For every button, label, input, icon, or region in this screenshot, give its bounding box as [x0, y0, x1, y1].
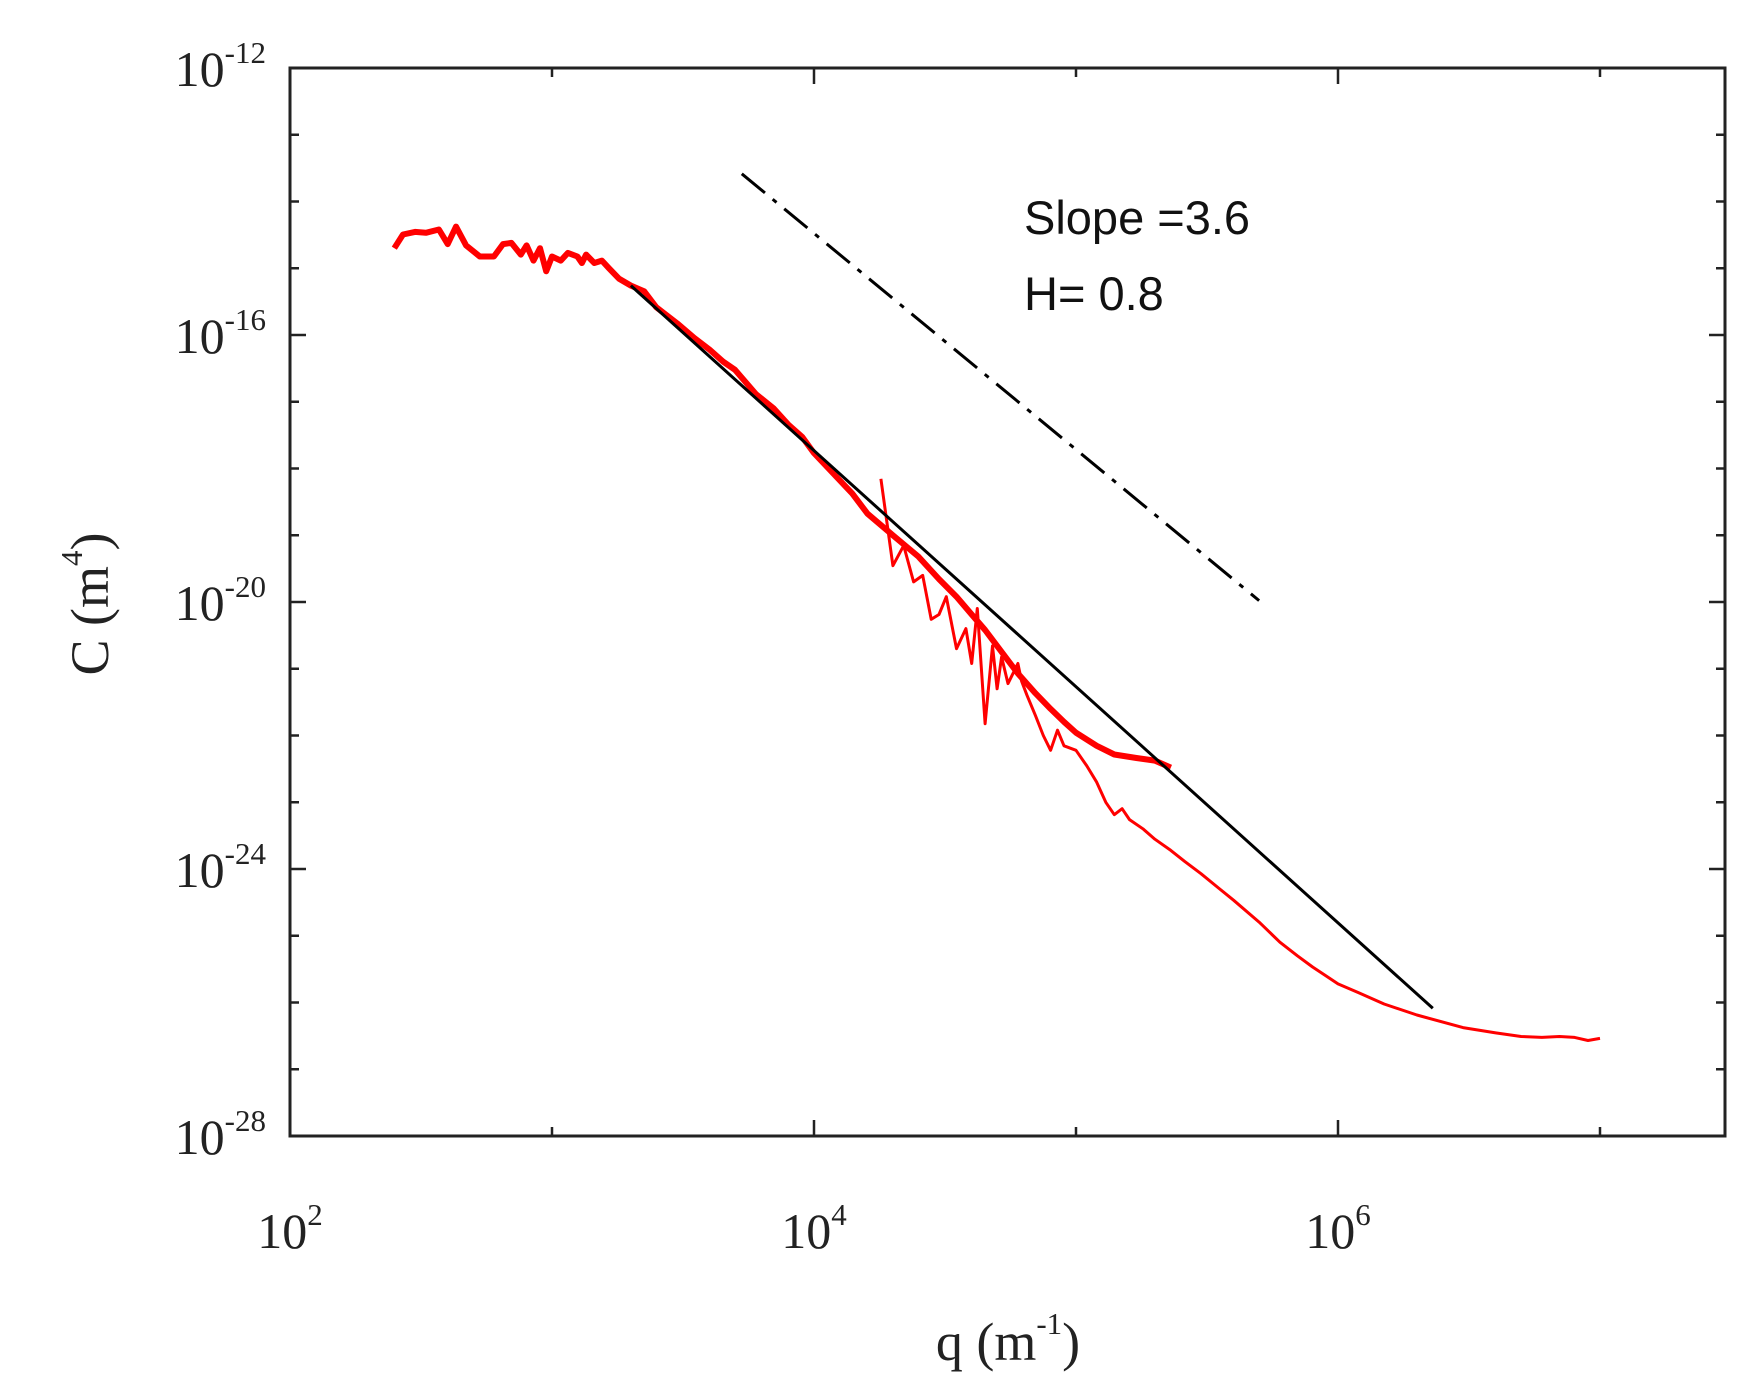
y-axis-label: C (m4)	[54, 533, 120, 676]
x-axis-label-base: q (m	[936, 1312, 1037, 1372]
y-tick-exponent: -12	[225, 35, 266, 70]
series-line-fit	[629, 284, 1434, 1010]
slope-annotation: Slope =3.6	[1024, 191, 1250, 244]
y-tick-exponent: -28	[225, 1103, 266, 1138]
y-tick-exponent: -24	[225, 836, 267, 871]
y-tick-exponent: -20	[225, 569, 266, 604]
y-tick-base: 10	[175, 842, 225, 898]
x-tick-exponent: 2	[307, 1197, 323, 1232]
hurst-annotation: H= 0.8	[1024, 267, 1164, 320]
y-tick-base: 10	[175, 41, 225, 97]
y-tick-labels: 10-12 10-16 10-20 10-24 10-28	[175, 35, 267, 1165]
y-tick-exponent: -16	[225, 302, 266, 337]
y-tick-base: 10	[175, 575, 225, 631]
series-line-thin	[879, 478, 1601, 1042]
y-tick-label: 10-16	[175, 302, 266, 364]
y-tick-label: 10-12	[175, 35, 266, 97]
x-axis-label-tail: )	[1062, 1312, 1080, 1372]
x-tick-base: 10	[781, 1203, 831, 1259]
x-tick-label: 102	[257, 1197, 323, 1259]
x-axis-label-superscript: -1	[1036, 1306, 1062, 1341]
series-line-slope-reference	[740, 172, 1261, 602]
y-tick-label: 10-24	[175, 836, 267, 898]
y-tick-label: 10-20	[175, 569, 266, 631]
y-tick-base: 10	[175, 308, 225, 364]
x-tick-labels: 102 104 106	[257, 1197, 1371, 1259]
y-tick-label: 10-28	[175, 1103, 266, 1165]
y-axis-label-tail: )	[60, 533, 120, 551]
y-axis-label-base: C (m	[60, 566, 120, 676]
series-layer	[391, 172, 1601, 1042]
x-tick-exponent: 4	[831, 1197, 847, 1232]
x-tick-label: 106	[1305, 1197, 1371, 1259]
x-tick-base: 10	[1305, 1203, 1355, 1259]
y-axis-label-superscript: 4	[54, 550, 89, 566]
series-line-thick	[391, 223, 1173, 771]
x-tick-label: 104	[781, 1197, 847, 1259]
x-tick-exponent: 6	[1355, 1197, 1371, 1232]
tick-layer	[288, 66, 1725, 1138]
y-tick-base: 10	[175, 1109, 225, 1165]
x-axis-label: q (m-1)	[936, 1306, 1080, 1372]
x-tick-base: 10	[257, 1203, 307, 1259]
